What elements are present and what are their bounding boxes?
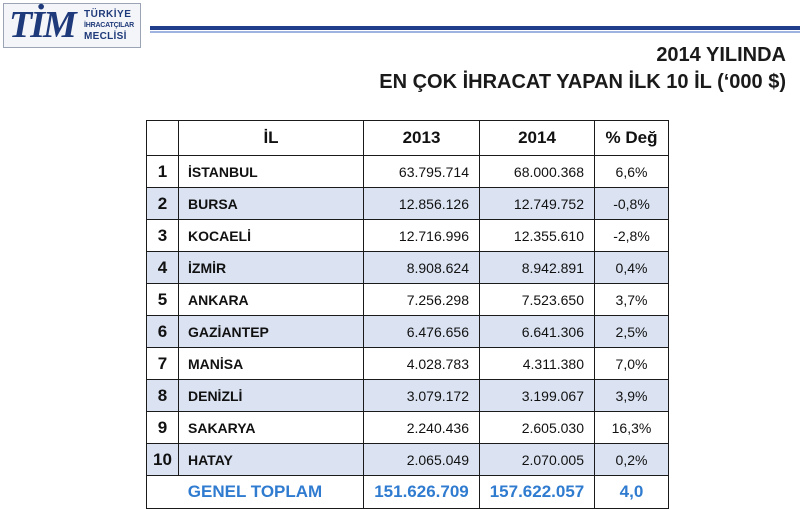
table-row: 9 SAKARYA 2.240.436 2.605.030 16,3% [146, 411, 669, 444]
export-table: İL 2013 2014 % Değ 1 İSTANBUL 63.795.714… [146, 120, 669, 509]
value-2013-cell: 12.856.126 [363, 187, 480, 220]
value-2013-cell: 4.028.783 [363, 347, 480, 380]
rank-cell: 3 [146, 219, 179, 252]
header-rank [146, 120, 179, 156]
logo-line-2: İHRACATÇILAR [84, 22, 134, 29]
table-row: 4 İZMİR 8.908.624 8.942.891 0,4% [146, 251, 669, 284]
tim-logo: TİM TÜRKİYE İHRACATÇILAR MECLİSİ [3, 3, 141, 48]
rank-cell: 2 [146, 187, 179, 220]
change-cell: 6,6% [594, 155, 669, 188]
rank-cell: 1 [146, 155, 179, 188]
value-2014-cell: 12.749.752 [479, 187, 595, 220]
city-cell: GAZİANTEP [178, 315, 364, 348]
table-row: 3 KOCAELİ 12.716.996 12.355.610 -2,8% [146, 219, 669, 252]
table-row: 5 ANKARA 7.256.298 7.523.650 3,7% [146, 283, 669, 316]
city-cell: DENİZLİ [178, 379, 364, 412]
value-2013-cell: 2.065.049 [363, 443, 480, 476]
rank-cell: 4 [146, 251, 179, 284]
header-row: İL 2013 2014 % Değ [146, 120, 669, 156]
title-line-1: 2014 YILINDA [656, 44, 786, 66]
logo-text: TÜRKİYE İHRACATÇILAR MECLİSİ [84, 9, 140, 42]
total-change: 4,0 [594, 475, 669, 509]
rank-cell: 10 [146, 443, 179, 476]
city-cell: SAKARYA [178, 411, 364, 444]
value-2014-cell: 7.523.650 [479, 283, 595, 316]
value-2013-cell: 8.908.624 [363, 251, 480, 284]
header-city: İL [178, 120, 364, 156]
value-2014-cell: 2.070.005 [479, 443, 595, 476]
table-row: 7 MANİSA 4.028.783 4.311.380 7,0% [146, 347, 669, 380]
logo-mark: TİM [9, 4, 77, 46]
value-2013-cell: 3.079.172 [363, 379, 480, 412]
header-stripe-thin [150, 31, 800, 33]
value-2014-cell: 3.199.067 [479, 379, 595, 412]
city-cell: İSTANBUL [178, 155, 364, 188]
change-cell: -2,8% [594, 219, 669, 252]
table-row: 1 İSTANBUL 63.795.714 68.000.368 6,6% [146, 155, 669, 188]
value-2014-cell: 12.355.610 [479, 219, 595, 252]
value-2013-cell: 63.795.714 [363, 155, 480, 188]
logo-line-1: TÜRKİYE [84, 9, 132, 20]
change-cell: 7,0% [594, 347, 669, 380]
total-2014: 157.622.057 [479, 475, 595, 509]
title-line-2: EN ÇOK İHRACAT YAPAN İLK 10 İL (‘000 $) [379, 71, 786, 93]
value-2014-cell: 2.605.030 [479, 411, 595, 444]
value-2013-cell: 7.256.298 [363, 283, 480, 316]
header-stripe [150, 26, 800, 30]
city-cell: HATAY [178, 443, 364, 476]
change-cell: 16,3% [594, 411, 669, 444]
table-row: 2 BURSA 12.856.126 12.749.752 -0,8% [146, 187, 669, 220]
header-2014: 2014 [479, 120, 595, 156]
header-2013: 2013 [363, 120, 480, 156]
city-cell: KOCAELİ [178, 219, 364, 252]
value-2014-cell: 6.641.306 [479, 315, 595, 348]
table-row: 10 HATAY 2.065.049 2.070.005 0,2% [146, 443, 669, 476]
rank-cell: 8 [146, 379, 179, 412]
rank-cell: 5 [146, 283, 179, 316]
value-2013-cell: 2.240.436 [363, 411, 480, 444]
change-cell: 0,2% [594, 443, 669, 476]
city-cell: MANİSA [178, 347, 364, 380]
city-cell: ANKARA [178, 283, 364, 316]
slide-title: 2014 YILINDA EN ÇOK İHRACAT YAPAN İLK 10… [379, 42, 786, 96]
total-label: GENEL TOPLAM [146, 475, 364, 509]
rank-cell: 6 [146, 315, 179, 348]
value-2013-cell: 12.716.996 [363, 219, 480, 252]
header-change: % Değ [594, 120, 669, 156]
table-row: 6 GAZİANTEP 6.476.656 6.641.306 2,5% [146, 315, 669, 348]
value-2014-cell: 4.311.380 [479, 347, 595, 380]
logo-line-3: MECLİSİ [84, 31, 127, 42]
value-2013-cell: 6.476.656 [363, 315, 480, 348]
change-cell: 3,7% [594, 283, 669, 316]
rank-cell: 9 [146, 411, 179, 444]
total-row: GENEL TOPLAM 151.626.709 157.622.057 4,0 [146, 475, 669, 509]
value-2014-cell: 8.942.891 [479, 251, 595, 284]
change-cell: 2,5% [594, 315, 669, 348]
city-cell: BURSA [178, 187, 364, 220]
value-2014-cell: 68.000.368 [479, 155, 595, 188]
change-cell: -0,8% [594, 187, 669, 220]
total-2013: 151.626.709 [363, 475, 480, 509]
rank-cell: 7 [146, 347, 179, 380]
table-row: 8 DENİZLİ 3.079.172 3.199.067 3,9% [146, 379, 669, 412]
change-cell: 3,9% [594, 379, 669, 412]
change-cell: 0,4% [594, 251, 669, 284]
city-cell: İZMİR [178, 251, 364, 284]
